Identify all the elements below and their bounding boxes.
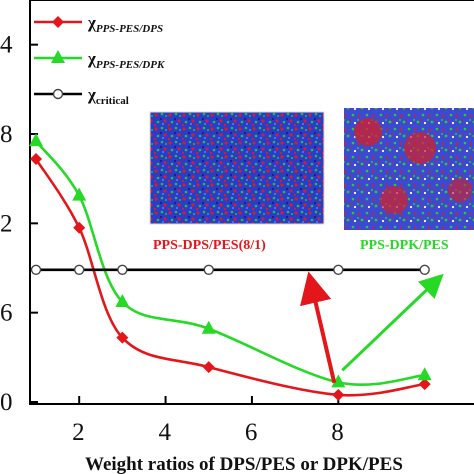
point-pps_pes_dpk [331,374,346,388]
point-pps_pes_dps [202,361,215,374]
arrow-dps [300,271,337,384]
legend-marker-pps_pes_dps [52,16,64,28]
legend-marker-pps_pes_dpk [51,50,65,63]
point-critical [73,264,85,275]
point-critical [333,264,344,275]
point-pps_pes_dps [332,388,345,401]
cube-caption-dps: PPS-DPS/PES(8/1) [153,238,266,253]
x-axis-ticks: 2 4 6 8 [72,396,344,446]
x-tick-label: 4 [159,419,172,446]
y-tick-label: 6 [0,300,13,327]
point-pps_pes_dps [418,378,431,391]
x-tick-label: 8 [331,419,344,446]
point-pps_pes_dpk [72,187,87,201]
point-pps_pes_dpk [115,293,130,307]
y-tick-label: 8 [0,121,13,148]
point-critical [419,264,430,275]
point-pps_pes_dps [73,221,86,234]
point-critical [117,264,128,275]
legend-marker-critical [52,88,64,100]
x-axis-title: Weight ratios of DPS/PES or DPK/PES [85,454,403,474]
point-critical [203,264,214,275]
series-layer [29,133,432,401]
point-pps_pes_dpk [29,133,43,147]
legend-label-pps_pes_dpk: χPPS-PES/DPK [87,49,165,71]
point-pps_pes_dps [116,331,129,344]
x-tick-label: 2 [72,419,85,446]
point-pps_pes_dpk [201,320,216,334]
point-pps_pes_dps [30,153,42,166]
cube-image-dpk [344,108,474,230]
point-critical [30,264,42,275]
cube-image-dps [149,111,325,225]
y-tick-label: 0 [0,389,13,416]
annotation-arrows [300,271,444,384]
legend-label-pps_pes_dps: χPPS-PES/DPS [87,13,163,35]
plot-frame [29,0,474,405]
cube-caption-dpk: PPS-DPK/PES [360,238,449,253]
point-pps_pes_dpk [417,367,432,381]
y-axis-ticks: 0 6 2 8 4 [0,32,38,416]
legend: χPPS-PES/DPS χPPS-PES/DPK χcritical [34,13,165,107]
y-tick-label: 2 [0,210,13,237]
y-tick-label: 4 [0,32,13,59]
legend-label-critical: χcritical [87,85,129,107]
x-tick-label: 6 [245,419,258,446]
arrow-dpk [341,273,444,372]
